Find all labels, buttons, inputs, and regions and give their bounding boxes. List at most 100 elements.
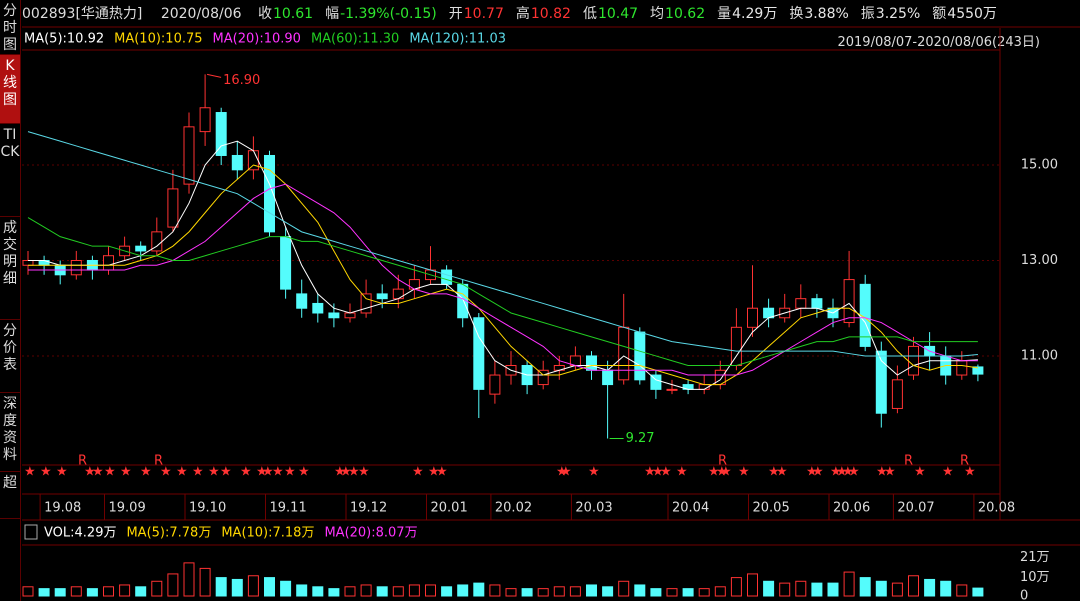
volume-bar [312, 586, 324, 597]
signal-star: ★ [272, 465, 284, 480]
signal-r: R [718, 454, 727, 469]
signal-star: ★ [914, 465, 926, 480]
sidebar: 分时图 K线图 TICK 成交明细 分价表 深度资料超 [0, 0, 21, 601]
signal-star: ★ [256, 465, 268, 480]
field-label: 振 [860, 6, 875, 22]
field-label: 额 [932, 6, 947, 22]
signal-star: ★ [40, 465, 52, 480]
signal-star: ★ [208, 465, 220, 480]
signal-star: ★ [942, 465, 954, 480]
candle-body [602, 369, 614, 386]
x-tick-label: 19.11 [270, 501, 307, 516]
signal-star: ★ [348, 465, 360, 480]
signal-star: ★ [334, 465, 346, 480]
volume-bar [215, 577, 227, 597]
field-value: 3.88% [804, 6, 849, 22]
volume-bar [264, 577, 275, 597]
candle-body [473, 317, 485, 390]
ma-line [27, 217, 978, 366]
field-label: 量 [717, 6, 732, 22]
x-tick-label: 19.10 [189, 501, 226, 516]
volume-bar [682, 588, 694, 597]
signal-star: ★ [120, 465, 132, 480]
signal-r: R [154, 454, 163, 469]
side-tab[interactable]: 深度资料 [0, 393, 20, 472]
signal-star: ★ [436, 465, 448, 480]
volume-bar [634, 584, 646, 597]
signal-star: ★ [240, 465, 252, 480]
volume-bar [843, 571, 855, 597]
volume-bar [553, 586, 565, 597]
volume-bar [908, 575, 919, 597]
field-label: 高 [515, 6, 530, 22]
signal-star: ★ [676, 465, 688, 480]
signal-star: ★ [738, 465, 750, 480]
y-tick-label: 13.00 [1021, 253, 1058, 268]
signal-star: ★ [84, 465, 96, 480]
signal-star: ★ [836, 465, 848, 480]
signal-star: ★ [848, 465, 860, 480]
x-tick-label: 20.06 [833, 501, 870, 516]
ma-line [28, 164, 978, 386]
field-value: 10.82 [530, 6, 571, 22]
candle-body [441, 269, 453, 285]
signal-star: ★ [284, 465, 296, 480]
volume-bar [714, 586, 726, 597]
side-tab[interactable]: 分价表 [0, 320, 20, 393]
volume-bar [618, 580, 630, 597]
fields: 收10.61 幅-1.39%(-0.15) 开10.77 高10.82 低10.47 均1… [250, 6, 1001, 22]
candle-body [586, 355, 597, 371]
field-value: -1.39%(-0.15) [340, 6, 437, 22]
candle-body [344, 312, 356, 319]
signal-star: ★ [298, 465, 310, 480]
x-tick-label: 19.08 [44, 501, 81, 516]
volume-bar [151, 580, 163, 597]
legend-entry: MA(20):10.90 [213, 32, 301, 47]
candle-body [360, 293, 372, 314]
side-tab[interactable]: 成交明细 [0, 217, 20, 320]
volume-bar [779, 582, 791, 597]
side-tab[interactable]: 超 [0, 472, 20, 519]
volume-legend: MA(20):8.07万 [324, 526, 417, 541]
x-tick-label: 20.08 [978, 501, 1015, 516]
field-label: 收 [257, 6, 272, 22]
field-value: 10.61 [272, 6, 314, 22]
volume-bar [875, 580, 887, 597]
volume-bar [408, 584, 420, 597]
volume-bar [489, 584, 501, 597]
signal-star: ★ [884, 465, 896, 480]
volume-bar [103, 586, 114, 597]
candle-body [956, 360, 968, 376]
volume-legend: MA(10):7.18万 [221, 526, 314, 541]
signal-star: ★ [176, 465, 188, 480]
ma-line [28, 183, 978, 376]
signal-star: ★ [56, 465, 68, 480]
signal-star: ★ [720, 465, 732, 480]
arrow [206, 73, 222, 78]
y-tick-label: 10万 [1020, 570, 1050, 585]
candle-body [891, 379, 903, 409]
volume-bar [940, 580, 952, 597]
signal-star: ★ [806, 465, 818, 480]
candle-body [135, 245, 147, 252]
candle-body [312, 302, 324, 314]
candle-body [328, 312, 340, 319]
signal-star: ★ [842, 465, 854, 480]
side-tab[interactable]: 分时图 [0, 0, 20, 55]
candle-body [618, 326, 630, 381]
signal-star: ★ [876, 465, 888, 480]
field-label: 均 [650, 6, 665, 22]
volume-bar [747, 573, 758, 597]
signal-star: ★ [660, 465, 672, 480]
date-range[interactable]: 2019/08/07-2020/08/06(243日) [837, 35, 1040, 50]
side-tab[interactable]: K线图 [0, 55, 20, 124]
signal-star: ★ [560, 465, 572, 480]
x-tick-label: 20.05 [753, 501, 790, 516]
volume-bar [811, 582, 823, 597]
candle-body [489, 374, 501, 395]
side-tab[interactable]: TICK [0, 124, 20, 217]
signal-star: ★ [964, 465, 976, 480]
stock-name: 002893[华通热力] [22, 6, 143, 22]
volume-bar [70, 586, 82, 597]
